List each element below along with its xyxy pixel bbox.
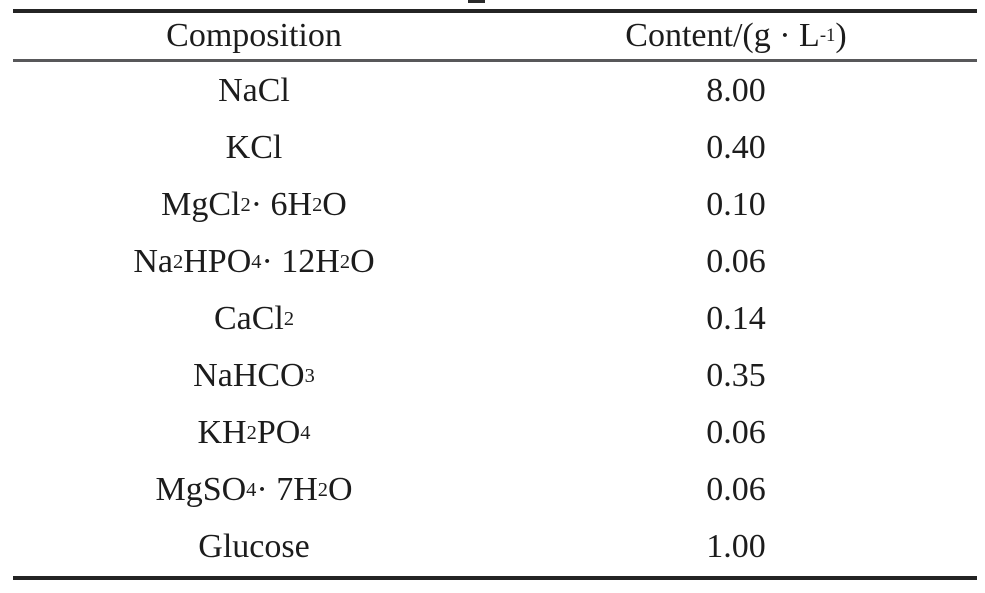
composition-cell: Glucose xyxy=(198,528,310,566)
table-row: CaCl 2 0.14 xyxy=(13,290,977,347)
table-row: KH 2 PO 4 0.06 xyxy=(13,405,977,462)
content-cell: 0.35 xyxy=(706,357,766,395)
table-row: MgSO 4 · 7H 2 O 0.06 xyxy=(13,462,977,519)
content-cell: 0.14 xyxy=(706,299,766,337)
composition-cell: KH 2 PO 4 xyxy=(197,414,311,452)
content-cell: 8.00 xyxy=(706,71,766,109)
content-header: Content/(g · L -1) xyxy=(625,17,847,54)
caption-remnant xyxy=(468,0,485,3)
composition-header: Composition xyxy=(166,17,342,54)
content-cell: 1.00 xyxy=(706,528,766,566)
table-row: NaHCO 3 0.35 xyxy=(13,348,977,405)
table-top-rule xyxy=(13,9,977,13)
table-row: NaCl 8.00 xyxy=(13,62,977,119)
content-cell: 0.06 xyxy=(706,471,766,509)
table-header-row: Composition Content/(g · L -1) xyxy=(13,13,977,59)
content-cell: 0.06 xyxy=(706,414,766,452)
header-separator-rule xyxy=(13,59,977,62)
composition-cell: CaCl 2 xyxy=(213,299,295,337)
composition-cell: NaHCO 3 xyxy=(193,357,315,395)
table-row: KCl 0.40 xyxy=(13,119,977,176)
composition-cell: KCl xyxy=(225,128,283,166)
content-cell: 0.40 xyxy=(706,128,766,166)
table-row: Glucose 1.00 xyxy=(13,519,977,576)
table-bottom-rule xyxy=(13,576,977,580)
composition-cell: MgSO 4 · 7H 2 O xyxy=(155,471,353,509)
content-cell: 0.10 xyxy=(706,185,766,223)
content-cell: 0.06 xyxy=(706,242,766,280)
composition-cell: MgCl 2 · 6H 2 O xyxy=(161,185,347,223)
composition-cell: Na 2 HPO 4 · 12H 2 O xyxy=(133,242,375,280)
table-row: MgCl 2 · 6H 2 O 0.10 xyxy=(13,176,977,233)
composition-cell: NaCl xyxy=(218,71,290,109)
table-row: Na 2 HPO 4 · 12H 2 O 0.06 xyxy=(13,233,977,290)
table-body: NaCl 8.00 KCl 0.40 MgCl 2 · 6H 2 O 0.10 Na 2… xyxy=(13,62,977,576)
